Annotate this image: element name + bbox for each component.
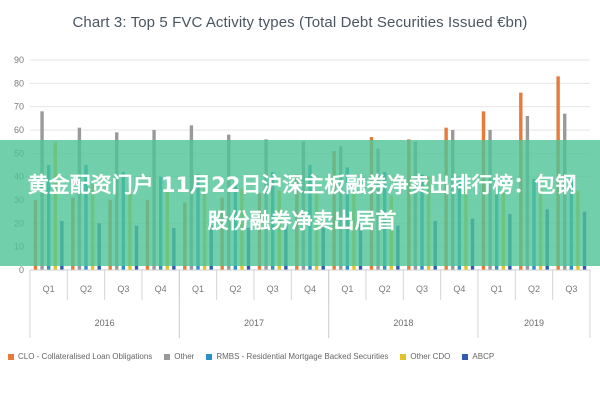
legend-label: RMBS - Residential Mortgage Backed Secur…	[216, 352, 389, 361]
legend-item: CLO - Collateralised Loan Obligations	[8, 352, 152, 361]
legend-label: Other	[174, 352, 195, 361]
x-tick-label: Q1	[491, 284, 503, 294]
x-tick-label: Q2	[80, 284, 92, 294]
y-tick-label: 70	[14, 102, 24, 112]
x-tick-label: Q3	[117, 284, 129, 294]
legend-swatch	[8, 353, 14, 360]
x-tick-label: Q4	[304, 284, 316, 294]
legend-label: CLO - Collateralised Loan Obligations	[18, 352, 153, 361]
year-label: 2017	[244, 318, 264, 328]
legend-item: ABCP	[462, 352, 494, 361]
x-tick-label: Q4	[453, 284, 465, 294]
x-tick-label: Q2	[229, 284, 241, 294]
legend-swatch	[206, 353, 213, 360]
x-tick-label: Q1	[341, 284, 353, 294]
overlay-banner: 黄金配资门户 11月22日沪深主板融券净卖出排行榜：包钢股份融券净卖出居首	[0, 140, 600, 266]
overlay-text: 黄金配资门户 11月22日沪深主板融券净卖出排行榜：包钢股份融券净卖出居首	[27, 173, 577, 233]
x-tick-label: Q1	[43, 284, 55, 294]
chart-title: Chart 3: Top 5 FVC Activity types (Total…	[72, 14, 528, 31]
x-tick-label: Q2	[379, 284, 391, 294]
x-tick-label: Q4	[155, 284, 167, 294]
y-tick-label: 60	[14, 125, 24, 135]
legend-item: Other CDO	[400, 352, 450, 361]
y-tick-label: 0	[19, 265, 24, 275]
legend-swatch	[164, 353, 171, 360]
legend-label: Other CDO	[410, 352, 451, 361]
y-tick-label: 80	[14, 78, 24, 88]
x-tick-label: Q2	[528, 284, 540, 294]
x-tick-label: Q3	[416, 284, 428, 294]
y-tick-label: 90	[14, 55, 24, 65]
year-label: 2018	[393, 318, 413, 328]
legend-swatch	[400, 353, 407, 360]
legend-item: RMBS - Residential Mortgage Backed Secur…	[206, 352, 388, 361]
legend-item: Other	[164, 352, 194, 361]
x-tick-label: Q1	[192, 284, 204, 294]
legend-label: ABCP	[472, 352, 495, 361]
year-label: 2016	[95, 318, 115, 328]
x-tick-label: Q3	[565, 284, 577, 294]
legend-swatch	[462, 353, 469, 360]
x-tick-label: Q3	[267, 284, 279, 294]
legend: CLO - Collateralised Loan Obligations Oth…	[8, 352, 598, 361]
year-label: 2019	[524, 318, 544, 328]
